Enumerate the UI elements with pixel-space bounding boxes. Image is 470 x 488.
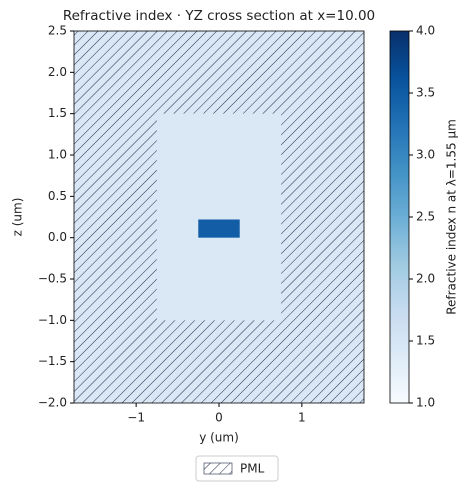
legend-box	[195, 455, 279, 482]
y-tick-label: −1.5	[38, 354, 67, 368]
colorbar-tick-label: 2.0	[416, 272, 435, 286]
y-tick-label: 1.0	[48, 148, 67, 162]
colorbar-tick-label: 1.0	[416, 396, 435, 410]
legend-swatch	[203, 462, 233, 475]
chart-title: Refractive index · YZ cross section at x…	[63, 8, 375, 24]
colorbar-tick-label: 4.0	[416, 24, 435, 38]
colorbar-label: Refractive index n at λ=1.55 μm	[445, 119, 459, 315]
colorbar-tick-label: 3.5	[416, 86, 435, 100]
colorbar-tick-label: 2.5	[416, 210, 435, 224]
y-tick-label: −1.0	[38, 313, 67, 327]
x-tick-label: 1	[298, 411, 306, 425]
region	[156, 113, 282, 321]
x-axis-label: y (um)	[199, 431, 239, 445]
y-tick-label: 2.5	[48, 24, 67, 38]
legend-label: PML	[240, 462, 265, 476]
colorbar-tick-label: 1.5	[416, 334, 435, 348]
y-tick-label: 0.0	[48, 230, 67, 244]
y-tick-label: 2.0	[48, 65, 67, 79]
y-tick-label: 1.5	[48, 106, 67, 120]
y-tick-label: −0.5	[38, 272, 67, 286]
y-tick-label: −2.0	[38, 396, 67, 410]
y-axis-label: z (um)	[11, 198, 25, 237]
colorbar-tick-label: 3.0	[416, 148, 435, 162]
colorbar	[389, 30, 410, 404]
x-tick-label: 0	[215, 411, 223, 425]
x-tick-label: −1	[127, 411, 145, 425]
y-tick-label: 0.5	[48, 189, 67, 203]
region	[198, 219, 240, 238]
